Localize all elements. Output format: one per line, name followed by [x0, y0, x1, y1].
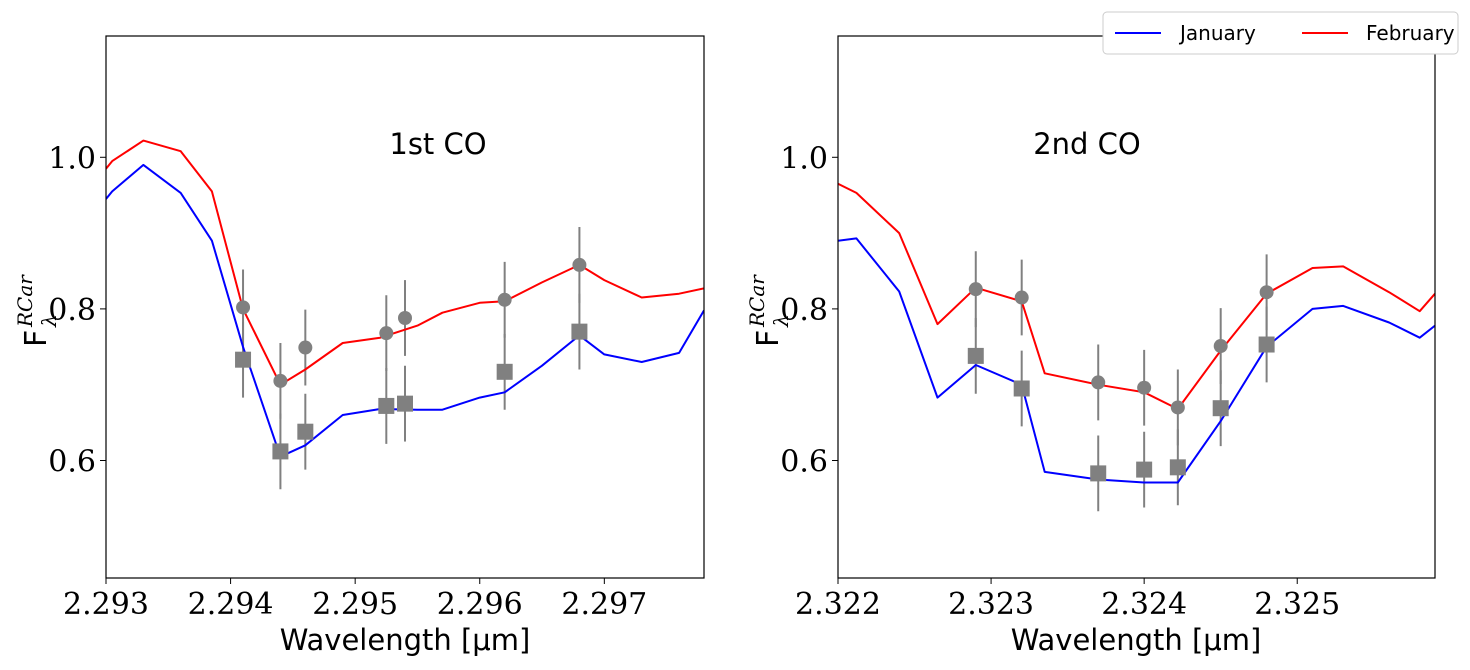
y-tick-label: 0.6 — [780, 445, 828, 480]
chart-panel-1st-co: 2.293 2.294 2.295 2.296 2.297 0.6 0.8 1.0 1st C… — [13, 35, 705, 657]
data-point-circle — [1213, 339, 1228, 354]
x-tick-label: 2.294 — [188, 587, 274, 622]
series-line-february — [106, 139, 704, 386]
legend-box — [1102, 11, 1459, 55]
data-point-circle — [1137, 380, 1152, 395]
series-line-february — [838, 182, 1435, 410]
data-point-square — [967, 347, 984, 364]
data-point-circle — [968, 282, 983, 297]
plot-content — [838, 182, 1435, 512]
x-tick-label: 2.323 — [948, 587, 1034, 622]
data-point-square — [496, 363, 513, 380]
y-axis-label-main: F — [751, 330, 786, 347]
plot-content — [106, 139, 704, 490]
x-tick-label: 2.324 — [1101, 587, 1187, 622]
panel-annotation: 1st CO — [389, 127, 486, 161]
data-point-square — [1212, 400, 1229, 417]
legend-label-january: January — [1178, 21, 1256, 45]
x-tick-label: 2.295 — [312, 587, 398, 622]
y-tick-label: 0.8 — [780, 293, 828, 328]
data-point-circle — [236, 300, 251, 315]
data-point-square — [297, 423, 314, 440]
x-tick-label: 2.293 — [63, 587, 149, 622]
data-point-circle — [497, 292, 512, 307]
panel-annotation: 2nd CO — [1033, 127, 1141, 161]
data-point-circle — [379, 326, 394, 341]
legend-label-february: February — [1366, 21, 1455, 45]
series-line-january — [838, 237, 1435, 484]
data-point-square — [1169, 459, 1186, 476]
y-tick-label: 1.0 — [780, 141, 828, 176]
data-point-circle — [273, 373, 288, 388]
y-axis-label-sup: RCar — [745, 274, 769, 328]
x-tick-label: 2.297 — [561, 587, 647, 622]
x-axis-label: Wavelength [μm] — [1011, 623, 1262, 657]
data-point-circle — [298, 340, 313, 355]
y-axis-label-sub: λ — [769, 314, 793, 328]
x-axis-label: Wavelength [μm] — [280, 623, 531, 657]
plot-frame — [105, 35, 705, 579]
y-axis-label-sub: λ — [37, 314, 61, 328]
axis-ticks: 2.322 2.323 2.324 2.325 0.6 0.8 1.0 — [780, 141, 1340, 622]
chart-panel-2nd-co: 2.322 2.323 2.324 2.325 0.6 0.8 1.0 2nd CO Wav… — [745, 35, 1436, 657]
data-point-circle — [572, 257, 587, 272]
x-tick-label: 2.296 — [437, 587, 523, 622]
data-point-square — [272, 443, 289, 460]
y-axis-label-sup: RCar — [13, 274, 37, 328]
data-point-square — [1013, 380, 1030, 397]
data-point-square — [1090, 465, 1107, 482]
y-tick-label: 1.0 — [48, 141, 96, 176]
x-tick-label: 2.325 — [1254, 587, 1340, 622]
data-point-square — [1136, 461, 1153, 478]
axis-ticks: 2.293 2.294 2.295 2.296 2.297 0.6 0.8 1.0 — [48, 141, 647, 622]
data-point-circle — [1259, 285, 1274, 300]
y-axis-label: F λ RCar — [13, 274, 61, 347]
data-point-circle — [1170, 400, 1185, 415]
data-point-square — [378, 397, 395, 414]
legend: January February — [1102, 11, 1459, 55]
data-point-square — [1258, 336, 1275, 353]
y-axis-label: F λ RCar — [745, 274, 793, 347]
x-tick-label: 2.322 — [795, 587, 881, 622]
data-point-circle — [398, 310, 412, 325]
y-tick-label: 0.8 — [48, 293, 96, 328]
data-point-circle — [1014, 290, 1029, 305]
data-point-square — [397, 395, 413, 412]
data-point-square — [235, 351, 252, 368]
y-tick-label: 0.6 — [48, 445, 96, 480]
data-point-circle — [1091, 375, 1106, 390]
y-axis-label-main: F — [19, 330, 54, 347]
data-point-square — [571, 323, 588, 340]
